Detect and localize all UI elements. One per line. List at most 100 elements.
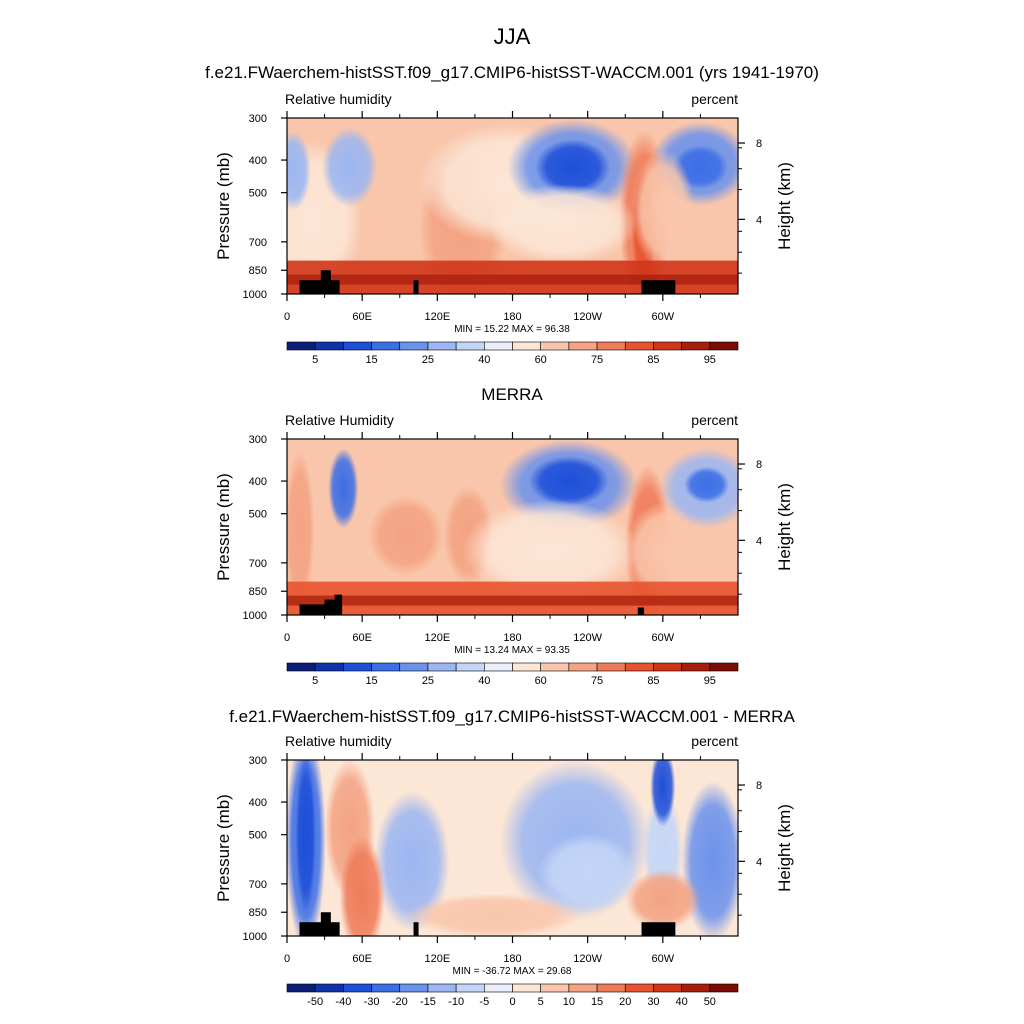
colorbar-label: 15 bbox=[365, 675, 377, 687]
colorbar-label: 75 bbox=[591, 354, 603, 366]
colorbar-label: 95 bbox=[704, 354, 716, 366]
colorbar-swatch bbox=[484, 341, 513, 351]
colorbar-swatch bbox=[624, 983, 654, 993]
field-contour bbox=[295, 760, 316, 915]
topography-mask bbox=[299, 280, 340, 294]
y-tick-label: 850 bbox=[249, 265, 267, 277]
height-tick-label: 4 bbox=[756, 535, 762, 547]
field-contour bbox=[287, 459, 400, 615]
x-tick-label: 120W bbox=[573, 311, 602, 323]
colorbar-swatch bbox=[371, 662, 401, 672]
field-contour bbox=[684, 466, 730, 503]
y-tick-label: 500 bbox=[249, 509, 267, 521]
topography-mask bbox=[299, 922, 340, 936]
field-contour bbox=[406, 893, 582, 936]
colorbar-swatch bbox=[512, 341, 541, 351]
colorbar-label: 15 bbox=[591, 996, 603, 1008]
colorbar-swatch bbox=[455, 341, 485, 351]
colorbar-label: -30 bbox=[364, 996, 380, 1008]
field-contour bbox=[287, 450, 315, 611]
colorbar-label: 15 bbox=[365, 354, 377, 366]
colorbar-swatch bbox=[540, 662, 570, 672]
colorbar-swatch bbox=[286, 662, 316, 672]
y-axis-label: Pressure (mb) bbox=[214, 152, 233, 260]
y-tick-label: 500 bbox=[249, 188, 267, 200]
colorbar-label: 40 bbox=[478, 675, 490, 687]
field-contour bbox=[339, 835, 385, 936]
height-tick-label: 4 bbox=[756, 214, 762, 226]
topography-mask bbox=[641, 922, 676, 936]
field-contour bbox=[537, 833, 638, 914]
units-label: percent bbox=[691, 91, 738, 107]
colorbar-swatch bbox=[455, 983, 485, 993]
y-tick-label: 1000 bbox=[243, 610, 267, 622]
x-tick-label: 180 bbox=[503, 311, 521, 323]
x-tick-label: 60W bbox=[652, 953, 675, 965]
y-axis-label-right: Height (km) bbox=[775, 483, 794, 571]
field-label: Relative Humidity bbox=[285, 412, 394, 428]
colorbar-label: -50 bbox=[307, 996, 323, 1008]
boundary-layer-core bbox=[287, 274, 738, 285]
colorbar-label: 25 bbox=[422, 354, 434, 366]
colorbar-swatch bbox=[624, 341, 654, 351]
colorbar-swatch bbox=[399, 662, 429, 672]
y-axis-label-right: Height (km) bbox=[775, 162, 794, 250]
colorbar-swatch bbox=[709, 341, 739, 351]
colorbar-swatch bbox=[286, 341, 316, 351]
colorbar-swatch bbox=[512, 662, 541, 672]
colorbar-swatch bbox=[427, 983, 457, 993]
colorbar-swatch bbox=[624, 662, 654, 672]
colorbar-swatch bbox=[314, 983, 344, 993]
colorbar-label: 0 bbox=[509, 996, 515, 1008]
colorbar-swatch bbox=[596, 341, 626, 351]
height-tick-label: 8 bbox=[756, 459, 762, 471]
colorbar-swatch bbox=[343, 341, 372, 351]
x-tick-label: 60W bbox=[652, 632, 675, 644]
colorbar-label: 5 bbox=[538, 996, 544, 1008]
colorbar-swatch bbox=[568, 983, 598, 993]
colorbar-label: -10 bbox=[448, 996, 464, 1008]
panel-title: f.e21.FWaerchem-histSST.f09_g17.CMIP6-hi… bbox=[205, 63, 819, 82]
colorbar-label: 95 bbox=[704, 675, 716, 687]
topography-mask bbox=[637, 607, 645, 615]
colorbar-label: -15 bbox=[420, 996, 436, 1008]
panel-3: f.e21.FWaerchem-histSST.f09_g17.CMIP6-hi… bbox=[214, 707, 795, 1008]
topography-mask bbox=[299, 604, 325, 615]
colorbar-label: 10 bbox=[563, 996, 575, 1008]
x-tick-label: 120E bbox=[424, 311, 450, 323]
boundary-layer-core bbox=[287, 595, 738, 606]
field-contour bbox=[374, 791, 450, 932]
colorbar-swatch bbox=[314, 341, 344, 351]
colorbar-swatch bbox=[371, 341, 401, 351]
x-tick-label: 120W bbox=[573, 632, 602, 644]
x-tick-label: 0 bbox=[284, 953, 290, 965]
colorbar-swatch bbox=[568, 662, 598, 672]
field-label: Relative humidity bbox=[285, 91, 392, 107]
colorbar-swatch bbox=[681, 662, 711, 672]
field-label: Relative humidity bbox=[285, 733, 392, 749]
min-max-label: MIN = -36.72 MAX = 29.68 bbox=[453, 966, 572, 977]
colorbar-swatch bbox=[653, 341, 682, 351]
x-tick-label: 180 bbox=[503, 953, 521, 965]
colorbar-swatch bbox=[314, 662, 344, 672]
colorbar-label: 50 bbox=[704, 996, 716, 1008]
colorbar-swatch bbox=[540, 983, 570, 993]
y-tick-label: 700 bbox=[249, 879, 267, 891]
colorbar-swatch bbox=[709, 662, 739, 672]
colorbar-label: 40 bbox=[676, 996, 688, 1008]
colorbar-label: 60 bbox=[535, 354, 547, 366]
colorbar-swatch bbox=[343, 983, 372, 993]
colorbar-swatch bbox=[512, 983, 541, 993]
x-tick-label: 60E bbox=[352, 311, 372, 323]
colorbar-label: 5 bbox=[312, 354, 318, 366]
colorbar-swatch bbox=[286, 983, 316, 993]
colorbar-swatch bbox=[568, 341, 598, 351]
x-tick-label: 120E bbox=[424, 953, 450, 965]
field-contour bbox=[443, 760, 507, 931]
y-tick-label: 850 bbox=[249, 907, 267, 919]
y-tick-label: 300 bbox=[249, 755, 267, 767]
plot-area bbox=[287, 439, 738, 615]
field-contour bbox=[287, 130, 311, 211]
y-axis-label-right: Height (km) bbox=[775, 804, 794, 892]
